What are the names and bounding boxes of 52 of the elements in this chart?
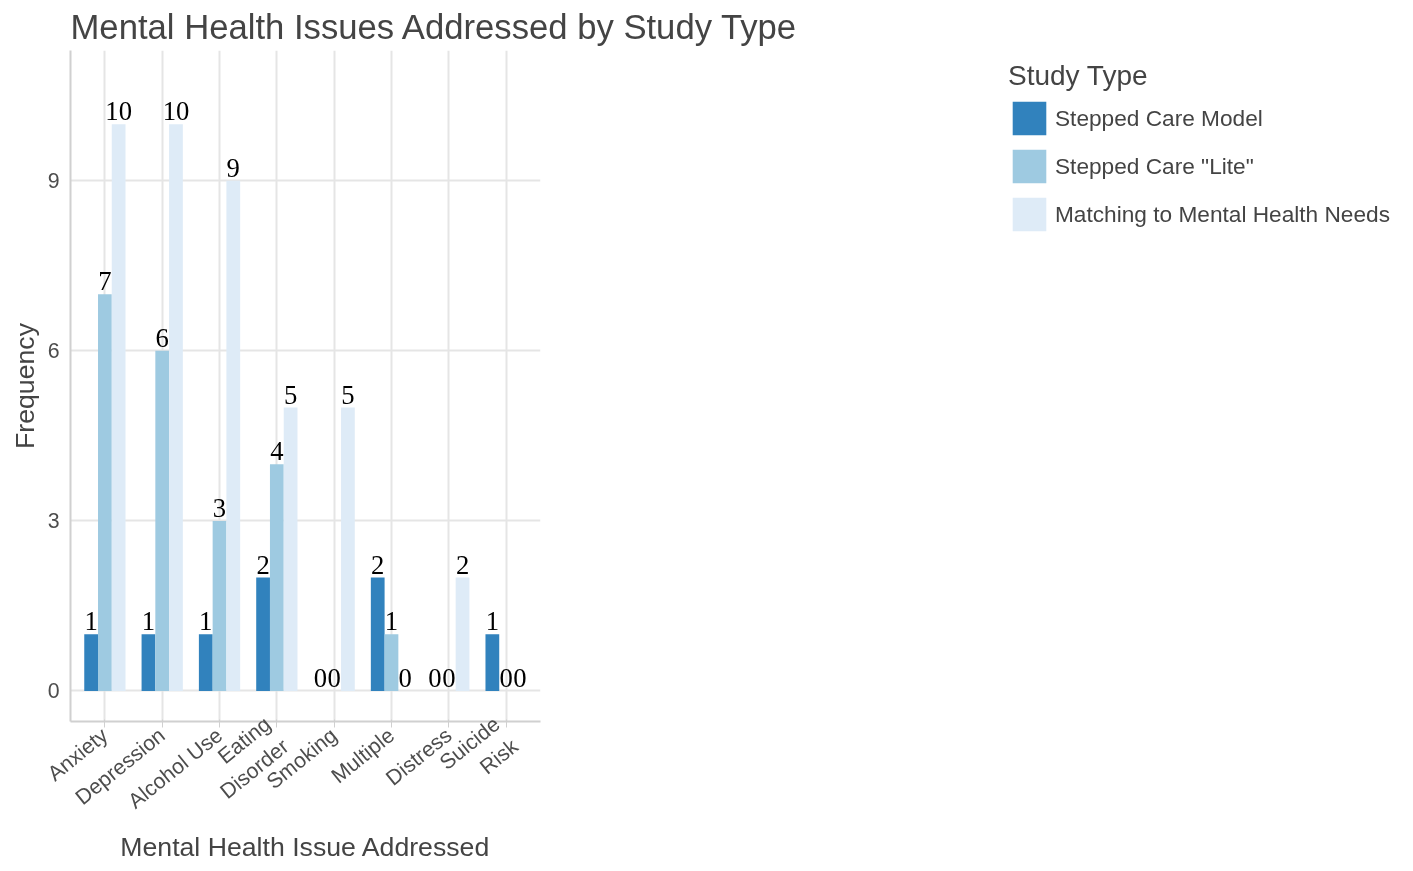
bar: [141, 634, 156, 691]
chart-title: Mental Health Issues Addressed by Study Type: [70, 7, 797, 46]
y-tick-label: 3: [47, 509, 60, 534]
data-label: 2: [256, 549, 270, 580]
data-label: 10: [162, 96, 190, 127]
bar: [485, 634, 500, 691]
bar: [256, 577, 270, 691]
bar: [226, 180, 241, 691]
data-label: 2: [371, 549, 385, 580]
data-label: 0: [398, 662, 412, 693]
data-label: 0: [513, 662, 527, 693]
bar: [269, 464, 284, 691]
bar: [212, 520, 227, 691]
data-label: 0: [313, 662, 328, 693]
y-tick-label: 9: [47, 169, 60, 194]
bar: [370, 577, 385, 691]
bar: [198, 634, 213, 691]
legend-label: Stepped Care Model: [1055, 104, 1263, 132]
data-label: 2: [455, 549, 470, 580]
data-label: 5: [341, 379, 355, 410]
bar: [384, 634, 399, 691]
data-label: 0: [442, 662, 456, 693]
data-label: 0: [499, 662, 513, 693]
y-tick-label: 6: [47, 339, 60, 364]
bar: [341, 407, 355, 691]
legend-label: Matching to Mental Health Needs: [1055, 200, 1390, 228]
data-label: 4: [270, 436, 284, 467]
data-label: 1: [141, 606, 156, 637]
data-label: 1: [84, 606, 98, 637]
data-label: 9: [226, 152, 240, 183]
data-label: 0: [327, 662, 341, 693]
bar: [455, 577, 470, 691]
bar: [98, 294, 112, 691]
data-label: 3: [212, 492, 227, 523]
bar: [155, 350, 170, 691]
x-axis-title: Mental Health Issue Addressed: [120, 832, 490, 863]
data-label: 6: [155, 322, 169, 353]
data-label: 10: [105, 96, 132, 127]
y-axis-title: Frequency: [9, 322, 40, 449]
bar: [169, 124, 183, 691]
bar: [111, 124, 126, 691]
legend-label: Stepped Care "Lite": [1055, 152, 1254, 180]
data-label: 1: [199, 606, 213, 637]
data-label: 1: [384, 606, 399, 637]
bar: [84, 634, 99, 691]
data-label: 5: [283, 379, 298, 410]
legend-title: Study Type: [1008, 60, 1149, 92]
data-label: 0: [428, 662, 442, 693]
y-tick-label: 0: [47, 679, 60, 704]
bar: [283, 407, 298, 691]
data-label: 1: [485, 606, 500, 637]
data-label: 7: [98, 266, 112, 297]
